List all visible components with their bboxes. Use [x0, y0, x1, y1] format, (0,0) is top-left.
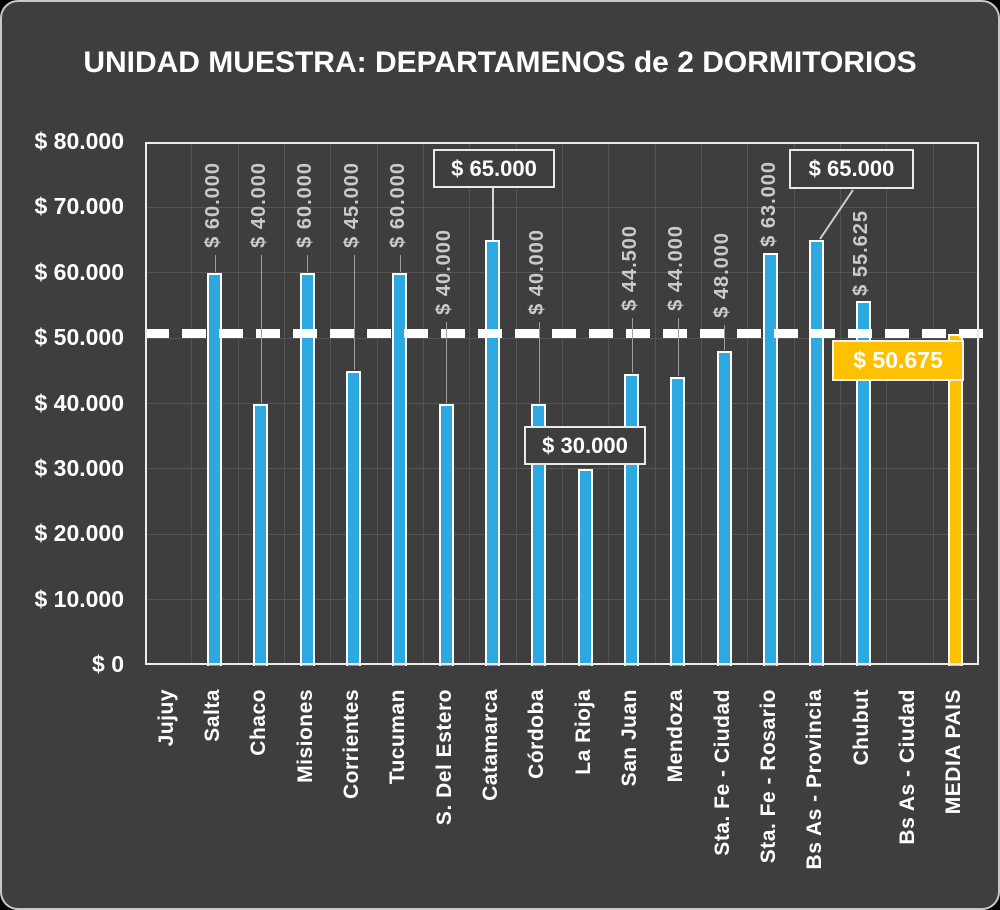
value-leader-line: [399, 255, 401, 272]
bar: [299, 272, 315, 666]
category-label: Jujuy: [154, 689, 178, 747]
bar-value-label: $ 40.000: [247, 162, 270, 248]
category-label: Bs As - Ciudad: [896, 689, 919, 845]
gridline-vertical: [330, 144, 332, 663]
gridline-vertical: [793, 144, 795, 663]
category-label: La Rioja: [571, 689, 595, 775]
y-tick-label: $ 40.000: [34, 389, 124, 416]
value-leader-line: [446, 322, 448, 403]
gridline-vertical: [237, 144, 239, 663]
bar-value-label: $ 55.625: [850, 210, 873, 296]
y-tick-label: $ 30.000: [34, 454, 124, 481]
category-label: Tucuman: [386, 689, 410, 785]
category-label: Bs As - Provincia: [803, 689, 827, 870]
y-tick-label: $ 20.000: [34, 520, 124, 547]
callout-leader-line: [491, 188, 494, 241]
bar: [485, 240, 500, 666]
category-label: Mendoza: [664, 689, 688, 783]
category-label: MEDIA PAIS: [942, 689, 966, 815]
bar-value-label: $ 60.000: [201, 162, 224, 248]
bar: [531, 403, 547, 666]
bar-value-label: $ 45.000: [340, 162, 363, 248]
y-tick-label: $ 70.000: [34, 193, 124, 220]
category-label: Salta: [201, 689, 224, 742]
gridline-vertical: [654, 144, 656, 663]
median-dashed-line: [145, 329, 992, 339]
bar: [392, 272, 408, 666]
bar: [809, 240, 825, 666]
category-label: Sta. Fe - Rosario: [757, 689, 780, 864]
bar: [855, 301, 871, 666]
bar: [253, 403, 269, 666]
bar: [763, 253, 778, 666]
y-tick-label: $ 80.000: [34, 128, 124, 154]
bar-value-label: $ 60.000: [386, 162, 409, 248]
category-label: Misiones: [293, 689, 317, 783]
value-callout: $ 65.000: [789, 149, 914, 189]
bar: [670, 377, 686, 666]
y-tick-label: $ 60.000: [34, 258, 124, 285]
gridline-vertical: [191, 144, 193, 663]
category-label: Catamarca: [479, 689, 502, 801]
category-label: Corrientes: [340, 689, 363, 800]
gridline-vertical: [515, 144, 517, 663]
value-leader-line: [631, 318, 633, 374]
bar: [346, 370, 361, 666]
bar: [716, 351, 732, 666]
value-leader-line: [307, 255, 309, 272]
bar: [577, 468, 593, 666]
value-leader-line: [260, 255, 262, 403]
gridline-vertical: [701, 144, 702, 663]
bar-value-label: $ 40.000: [525, 229, 548, 315]
callout-leader-line: [819, 189, 854, 240]
category-label: Chubut: [849, 689, 873, 766]
chart-title: UNIDAD MUESTRA: DEPARTAMENOS de 2 DORMIT…: [83, 46, 917, 79]
bar-value-label: $ 60.000: [294, 162, 317, 248]
value-callout: $ 30.000: [524, 426, 646, 465]
value-leader-line: [214, 255, 216, 272]
gridline-vertical: [747, 144, 749, 663]
gridline-vertical: [562, 144, 563, 663]
bar: [438, 403, 454, 666]
gridline-vertical: [840, 144, 841, 663]
category-label: San Juan: [618, 689, 641, 787]
value-callout: $ 65.000: [433, 149, 555, 188]
gridline-vertical: [886, 144, 888, 663]
gridline-vertical: [608, 144, 610, 663]
bar-value-label: $ 63.000: [757, 161, 780, 247]
bar-value-label: $ 44.500: [618, 225, 641, 311]
gridline-vertical: [376, 144, 378, 663]
category-label: S. Del Estero: [432, 689, 456, 826]
y-tick-label: $ 0: [92, 651, 124, 677]
bar-value-label: $ 40.000: [433, 229, 456, 315]
bar-highlight: [948, 333, 964, 666]
bar-value-label: $ 44.000: [664, 225, 687, 311]
gridline-vertical: [284, 144, 285, 663]
value-leader-line: [538, 322, 540, 403]
category-label: Córdoba: [525, 689, 549, 779]
bar: [624, 374, 639, 666]
gridline-vertical: [423, 144, 424, 663]
gridline-vertical: [469, 144, 471, 663]
bar-value-label: $ 48.000: [711, 232, 734, 318]
gridline-vertical: [932, 144, 934, 663]
y-tick-label: $ 10.000: [34, 585, 124, 612]
bar: [207, 272, 222, 666]
category-label: Chaco: [247, 689, 271, 756]
value-callout: $ 50.675: [832, 340, 964, 381]
category-label: Sta. Fe - Ciudad: [710, 689, 734, 856]
y-tick-label: $ 50.000: [34, 324, 124, 351]
value-leader-line: [677, 318, 679, 377]
value-leader-line: [724, 325, 726, 351]
value-leader-line: [353, 255, 355, 370]
